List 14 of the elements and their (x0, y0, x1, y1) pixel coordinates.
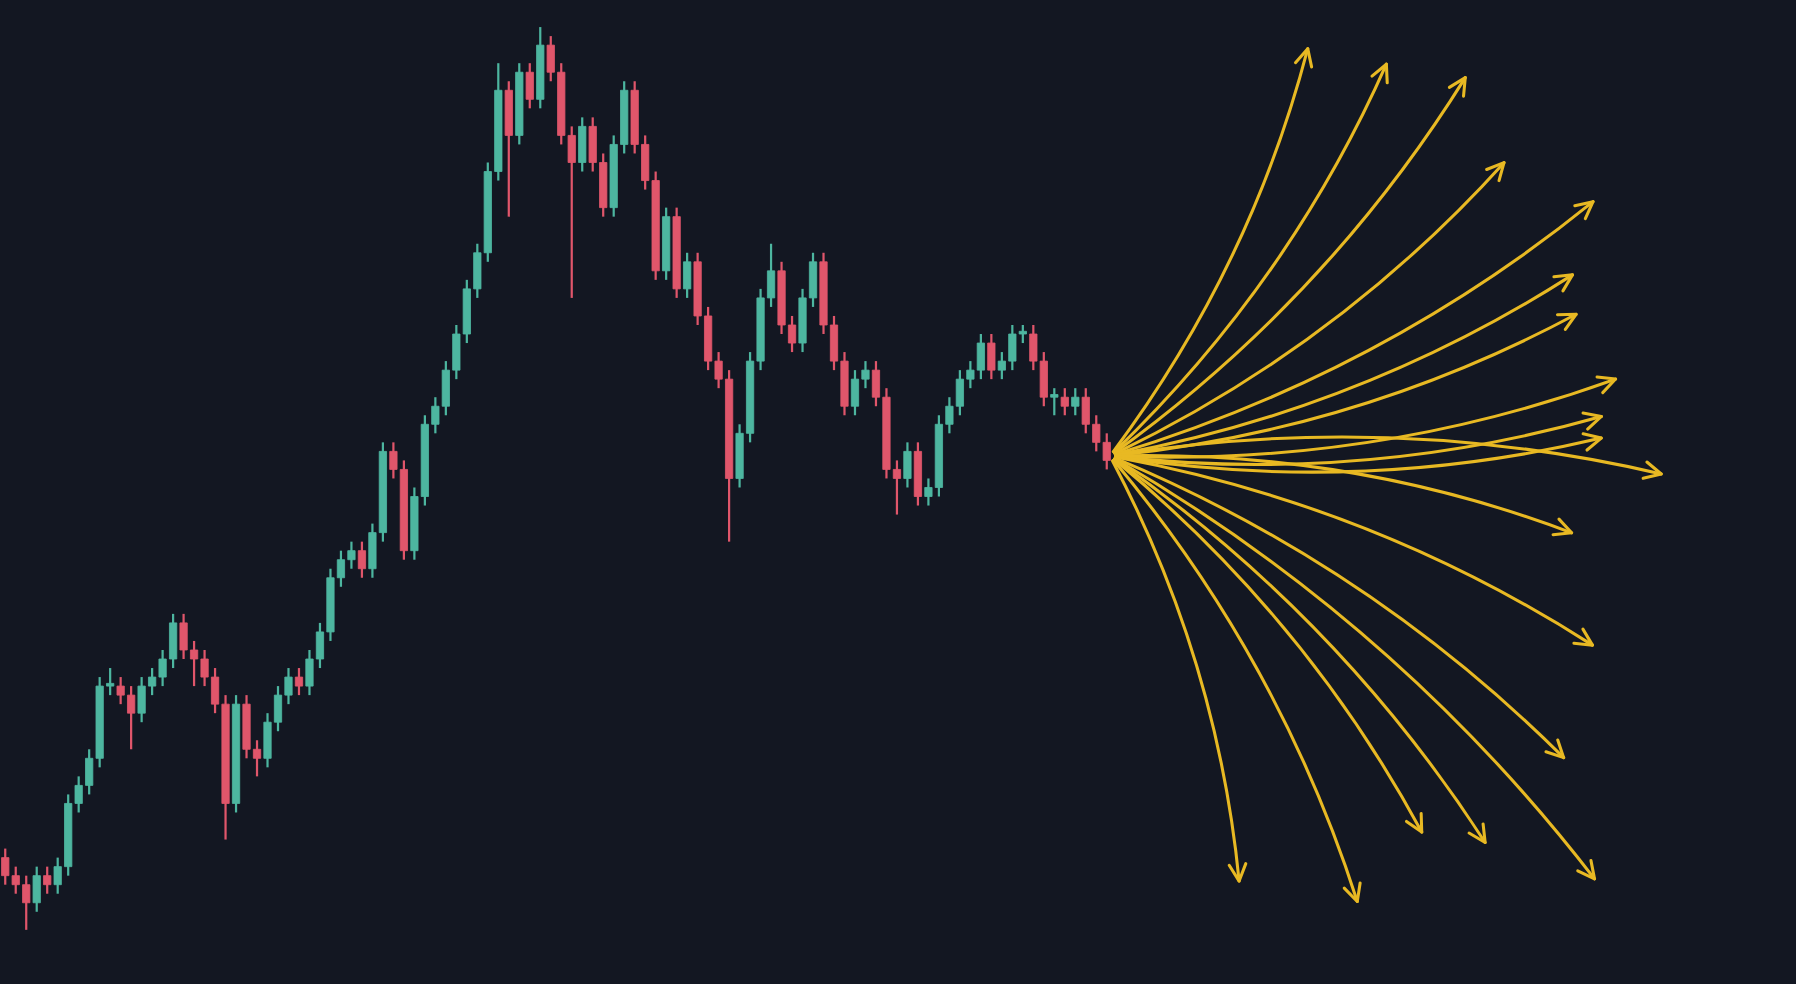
candlestick (294, 666, 304, 697)
candlestick (32, 865, 41, 913)
candlestick (578, 116, 587, 173)
candlestick (1060, 387, 1069, 417)
candlestick (683, 251, 692, 300)
candlestick (525, 62, 534, 110)
candlestick (987, 332, 996, 381)
candlestick (1071, 387, 1080, 417)
candlestick (903, 441, 912, 489)
candlestick (1050, 387, 1059, 417)
candlestick (357, 540, 367, 579)
candlestick (913, 441, 923, 507)
candlestick (43, 865, 52, 895)
candlestick (504, 80, 513, 218)
